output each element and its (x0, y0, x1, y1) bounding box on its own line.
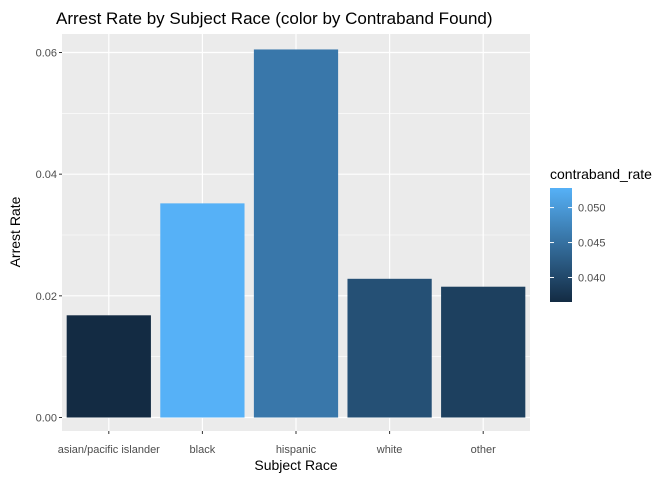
legend-ticks: 0.040 0.045 0.050 (550, 203, 606, 285)
y-tick-label: 0.02 (36, 291, 57, 303)
y-axis-ticks: 0.00 0.02 0.04 0.06 (36, 48, 62, 425)
x-axis-ticks: asian/pacific islander black hispanic white… (58, 431, 496, 456)
bar (253, 49, 339, 418)
y-axis-title: Arrest Rate (7, 196, 23, 267)
y-tick-label: 0.00 (36, 413, 57, 425)
legend: contraband_rate 0.040 0.045 0.050 (550, 166, 652, 302)
bar (160, 203, 245, 418)
x-axis-title: Subject Race (254, 457, 337, 473)
y-tick-label: 0.06 (36, 48, 57, 60)
bar (347, 278, 432, 418)
legend-tick-label: 0.050 (578, 203, 606, 215)
legend-colorbar (550, 188, 572, 302)
legend-tick-label: 0.045 (578, 238, 606, 250)
y-tick-label: 0.04 (36, 169, 57, 181)
x-tick-label: other (471, 444, 496, 456)
chart-title: Arrest Rate by Subject Race (color by Co… (56, 9, 493, 28)
legend-title: contraband_rate (550, 166, 652, 182)
bars (66, 49, 526, 418)
x-tick-label: black (190, 444, 216, 456)
bar (66, 315, 151, 418)
legend-tick-label: 0.040 (578, 273, 606, 285)
x-tick-label: asian/pacific islander (58, 444, 160, 456)
x-tick-label: white (376, 444, 403, 456)
bar (441, 286, 526, 418)
x-tick-label: hispanic (276, 444, 317, 456)
